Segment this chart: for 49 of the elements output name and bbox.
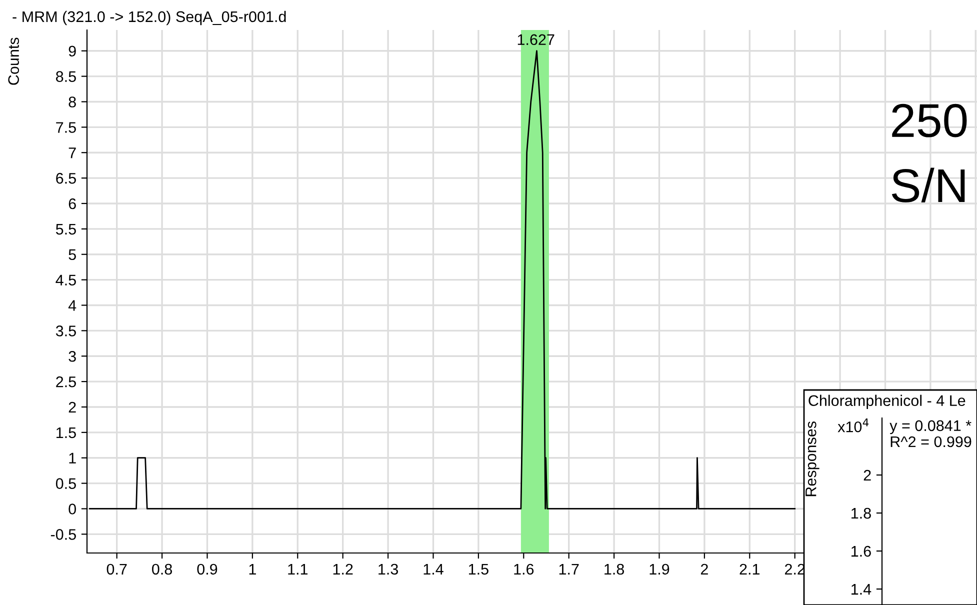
x-tick-label: 1.4	[424, 564, 444, 574]
y-tick-label: 2	[68, 402, 76, 413]
chart-title: Chloramphenicol - 4 Le	[808, 394, 966, 410]
y-tick-label: 3	[68, 350, 76, 362]
y-tick-label: 9	[68, 46, 76, 57]
y-tick-label: 7.5	[56, 122, 76, 133]
y-tick-label: 8	[68, 96, 76, 108]
y-axis-title: Responses	[806, 421, 820, 496]
x-tick-label: 1.5	[468, 564, 488, 575]
x-tick-label: 1.6	[514, 564, 534, 575]
x-tick-label: 1.1	[288, 564, 308, 574]
annotation: 1.627	[518, 34, 554, 46]
y-tick-label: 2	[864, 470, 871, 481]
x-tick-label: 1.2	[333, 564, 353, 574]
x-tick-label: 2.1	[740, 564, 760, 574]
y-tick-label: 6.5	[56, 172, 76, 184]
y-tick-label: 1.8	[852, 508, 871, 519]
y-tick-label: 3.5	[56, 326, 76, 336]
x-tick-label: 1.3	[378, 564, 398, 575]
x-tick-label: 2	[700, 564, 708, 574]
y-tick-label: 6	[68, 198, 76, 210]
y-axis-title: Counts	[8, 38, 20, 85]
y-tick-label: 4	[68, 300, 76, 311]
y-tick-label: 5	[68, 249, 76, 260]
annotation: x10$^{4}$	[838, 418, 869, 432]
x-tick-label: 1	[249, 564, 256, 574]
annotation: S/N	[892, 168, 965, 202]
x-tick-label: 1.7	[559, 564, 579, 574]
y-tick-label: -0.5	[50, 529, 76, 540]
y-tick-label: 1	[69, 452, 76, 464]
y-tick-label: 0.5	[56, 478, 76, 489]
y-tick-label: 1.5	[56, 427, 76, 438]
x-tick-label: 1.9	[650, 564, 670, 575]
y-tick-label: 0	[68, 504, 76, 514]
annotation: R^2 = 0.999	[890, 436, 972, 448]
y-tick-label: 4.5	[56, 274, 76, 286]
y-tick-label: 7	[68, 148, 76, 158]
y-tick-label: 1.6	[852, 546, 871, 557]
x-tick-label: 0.9	[197, 564, 218, 575]
y-tick-label: 2.5	[56, 376, 76, 388]
x-tick-label: 0.8	[152, 564, 172, 575]
y-tick-label: 1.4	[852, 584, 872, 595]
annotation: 250	[892, 104, 967, 138]
x-tick-label: 1.8	[604, 564, 624, 575]
chart-title: - MRM (321.0 -> 152.0) SeqA_05-r001.d	[12, 10, 286, 26]
y-tick-label: 8.5	[56, 71, 76, 82]
x-tick-label: 0.7	[106, 564, 127, 575]
y-tick-label: 5.5	[56, 224, 76, 235]
annotation: y = 0.0841 *	[890, 420, 972, 434]
